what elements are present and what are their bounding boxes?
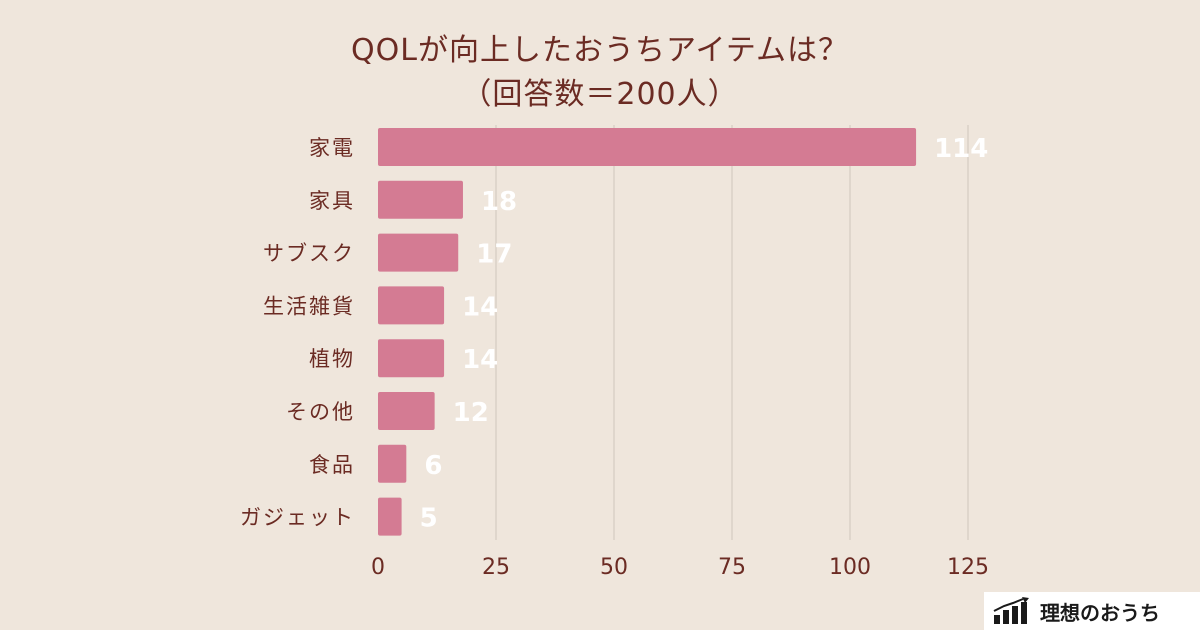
- x-tick-label-4: 100: [829, 555, 871, 580]
- bar-0: [378, 128, 917, 166]
- category-label-0: 家電: [309, 136, 355, 160]
- data-label-6: 6: [424, 451, 442, 481]
- category-label-3: 生活雑貨: [263, 294, 355, 318]
- x-tick-label-1: 25: [482, 555, 510, 580]
- category-label-1: 家具: [309, 189, 355, 213]
- chart-title: QOLが向上したおうちアイテムは？: [351, 33, 849, 68]
- category-label-4: 植物: [309, 347, 355, 371]
- data-label-3: 14: [462, 292, 498, 322]
- data-label-4: 14: [462, 345, 498, 375]
- category-label-5: その他: [286, 400, 355, 424]
- bar-6: [378, 444, 407, 483]
- chart-subtitle: （回答数＝200人）: [461, 77, 739, 112]
- bar-7: [378, 497, 402, 536]
- bar-4: [378, 339, 445, 378]
- bar-3: [378, 286, 445, 325]
- x-tick-label-2: 50: [600, 555, 628, 580]
- bar-2: [378, 233, 459, 272]
- brand-name: 理想のおうち: [1040, 600, 1160, 625]
- data-label-7: 5: [420, 504, 438, 534]
- category-label-2: サブスク: [263, 242, 355, 266]
- bar-chart-icon: [993, 597, 1029, 624]
- x-tick-label-3: 75: [718, 555, 746, 580]
- bar-1: [378, 180, 463, 219]
- x-tick-label-0: 0: [371, 555, 385, 580]
- bar-5: [378, 392, 435, 430]
- data-label-5: 12: [453, 398, 489, 428]
- data-label-1: 18: [481, 187, 517, 217]
- x-tick-label-5: 125: [947, 555, 989, 580]
- data-label-2: 17: [476, 240, 512, 270]
- category-label-6: 食品: [309, 453, 355, 477]
- category-label-7: ガジェット: [240, 506, 355, 530]
- data-label-0: 114: [934, 134, 988, 164]
- brand-logo: 理想のおうち: [984, 592, 1200, 630]
